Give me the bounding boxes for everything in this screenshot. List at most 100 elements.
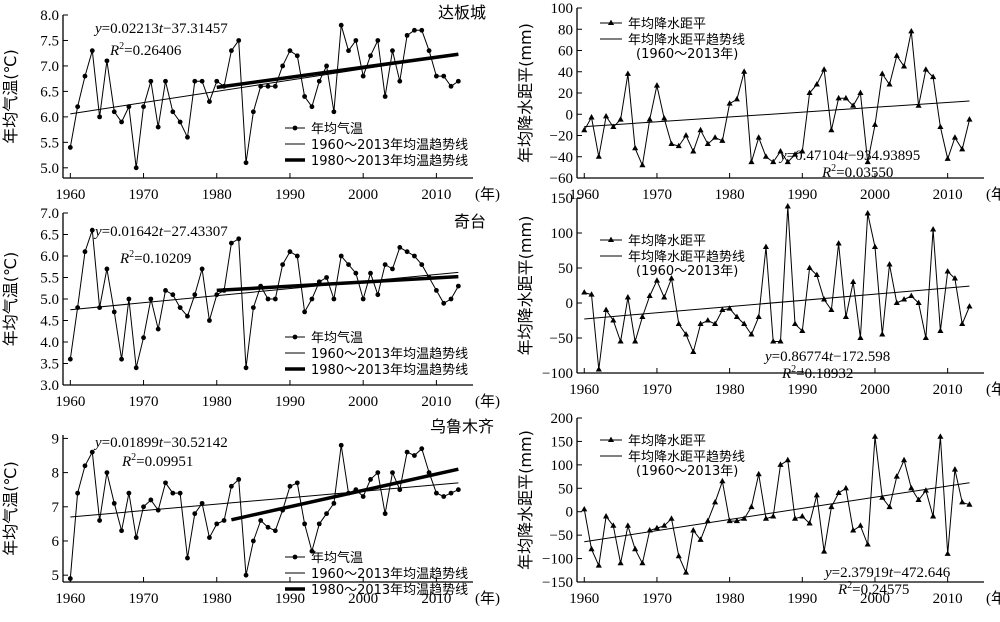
data-point: [646, 527, 653, 533]
regression-equation: y=0.01899t−30.52142: [93, 435, 228, 451]
y-tick-label: 7: [52, 500, 60, 516]
data-point: [324, 63, 329, 69]
data-point: [207, 318, 212, 323]
legend-label-trend-1980: 1980～2013年均温趋势线: [311, 153, 468, 169]
x-tick-label: 2010: [421, 187, 451, 203]
data-point: [930, 226, 937, 232]
data-point: [581, 289, 588, 295]
data-point: [192, 78, 198, 84]
data-point: [835, 240, 842, 246]
y-axis-label: 年均降水距平(mm): [516, 23, 535, 163]
data-point: [419, 27, 425, 33]
data-point: [236, 236, 242, 242]
data-point: [850, 278, 857, 285]
data-point: [951, 134, 958, 140]
x-tick-label: 2000: [348, 591, 378, 607]
y-tick-label: 20: [558, 86, 573, 102]
legend-label-trend-1960: 1960～2013年均温趋势线: [311, 346, 468, 362]
data-point: [842, 313, 849, 320]
data-point: [966, 303, 973, 309]
data-point: [581, 126, 588, 133]
y-tick-label: 100: [551, 458, 574, 474]
series-line: [69, 230, 459, 368]
data-point: [791, 515, 799, 521]
data-point: [682, 569, 690, 575]
chart-panel-4: −100 −50 0 50 100 150 1960 1970 1980 1990 2000 2010…: [516, 191, 1000, 398]
data-point: [603, 513, 610, 519]
data-point: [243, 160, 249, 166]
x-tick-label: 2010: [933, 591, 963, 607]
data-point: [813, 81, 820, 87]
data-point: [397, 245, 403, 250]
data-point: [265, 296, 271, 302]
x-tick-label: 2010: [421, 591, 451, 607]
data-point: [828, 503, 835, 510]
data-point: [704, 517, 711, 524]
data-point: [959, 320, 966, 327]
data-point: [163, 78, 168, 84]
data-point: [632, 144, 639, 151]
data-point: [148, 78, 154, 84]
y-tick-label: 3.0: [40, 378, 59, 394]
data-point: [433, 490, 439, 496]
data-point: [272, 296, 278, 302]
data-point: [126, 490, 132, 496]
data-point: [199, 266, 205, 272]
data-point: [864, 541, 871, 547]
y-tick-label: 8.0: [40, 8, 59, 24]
data-point: [813, 271, 820, 278]
data-point: [163, 288, 168, 293]
y-tick-label: 50: [558, 481, 573, 497]
x-tick-label: 1990: [787, 591, 817, 607]
data-point: [791, 151, 799, 157]
regression-equation: y=0.02213t−37.31457: [93, 21, 228, 37]
data-point: [959, 498, 966, 505]
data-point: [748, 503, 755, 510]
y-tick-label: 0: [566, 505, 574, 521]
data-point: [886, 261, 893, 267]
r-squared-value: R2=0.03550: [821, 163, 893, 181]
x-tick-label: 1990: [275, 591, 305, 607]
chart-panel-6: −150 −100 −50 0 50 100 150 200 1960 1970 1980 1990 2…: [516, 411, 1000, 607]
data-point: [221, 518, 227, 523]
y-tick-label: 150: [551, 191, 574, 207]
data-point: [368, 270, 373, 276]
data-point: [170, 109, 176, 115]
data-point: [455, 78, 461, 84]
data-point: [704, 140, 711, 147]
data-point: [448, 296, 454, 302]
data-point: [915, 299, 922, 306]
data-point: [748, 331, 755, 337]
data-point: [733, 517, 740, 524]
data-point: [324, 511, 329, 517]
x-tick-label: 1970: [129, 394, 159, 410]
y-tick-label: 4.0: [40, 335, 59, 351]
data-point: [864, 210, 871, 216]
data-point: [595, 153, 602, 159]
data-point: [382, 262, 388, 267]
r-squared-value: R2=0.18932: [781, 364, 853, 382]
r-squared-value: R2=0.09951: [121, 452, 193, 470]
data-point: [302, 94, 308, 99]
data-point: [309, 548, 315, 554]
data-point: [726, 100, 733, 106]
x-tick-label: 2000: [348, 187, 378, 203]
x-tick-label: 1980: [715, 591, 745, 607]
data-point: [937, 123, 944, 130]
data-point: [610, 317, 617, 323]
data-point: [75, 490, 81, 496]
data-point: [864, 158, 871, 165]
data-point: [97, 114, 103, 120]
data-point: [214, 521, 220, 527]
data-point: [243, 572, 249, 578]
chart-panel-5: 5 6 7 8 9 1960 1970 1980 1990 2000 2010 (年) 年均气温(℃) y…: [1, 431, 500, 607]
data-point: [368, 53, 373, 59]
data-point: [309, 104, 315, 110]
data-point: [799, 148, 806, 154]
data-point: [595, 562, 602, 568]
data-point: [712, 134, 719, 140]
data-point: [346, 48, 351, 54]
data-point: [192, 511, 198, 517]
